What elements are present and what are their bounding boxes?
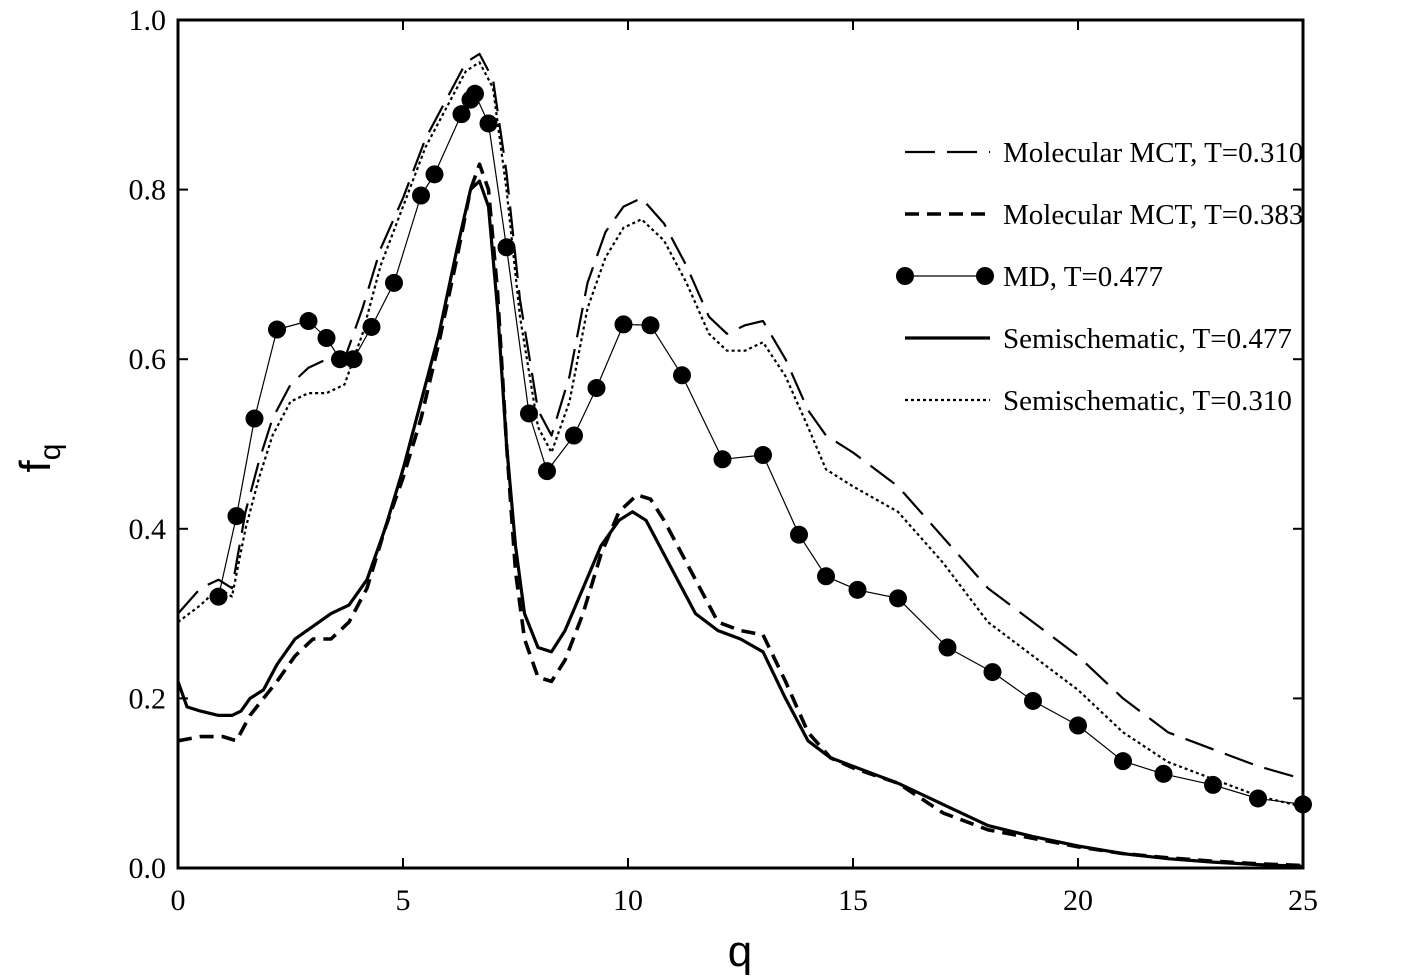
y-tick-label: 0.0 [129, 852, 167, 885]
md-data-point [889, 589, 907, 608]
series-layer [176, 52, 1312, 868]
y-tick-label: 0.6 [129, 343, 167, 376]
legend-label-5: Semischematic, T=0.310 [1003, 385, 1292, 417]
md-data-point [848, 580, 867, 599]
x-tick-label: 20 [1063, 884, 1093, 917]
legend: Molecular MCT, T=0.310 Molecular MCT, T=0… [896, 137, 1303, 417]
md-data-point [1114, 752, 1132, 771]
md-data-point [425, 165, 444, 184]
md-data-point [245, 409, 264, 428]
md-data-point [385, 273, 403, 292]
x-tick-label: 10 [613, 884, 643, 917]
md-data-point [614, 315, 633, 334]
md-data-point [268, 320, 286, 339]
x-tick-label: 5 [396, 884, 411, 917]
md-data-point [209, 587, 228, 606]
y-axis-label-subscript: q [34, 444, 67, 461]
md-data-point [790, 525, 808, 544]
md-data-point [466, 84, 484, 103]
y-tick-labels: 0.0 0.2 0.4 0.6 0.8 1.0 [129, 4, 167, 885]
x-tick-label: 0 [171, 884, 186, 917]
md-data-point [331, 350, 349, 369]
md-data-point [344, 350, 363, 369]
tick-marks [177, 19, 1304, 869]
legend-label-2: Molecular MCT, T=0.383 [1003, 199, 1303, 231]
y-tick-label: 0.2 [129, 682, 167, 715]
legend-label-4: Semischematic, T=0.477 [1003, 323, 1292, 355]
md-data-point [817, 567, 835, 586]
md-data-point [452, 105, 471, 124]
x-tick-labels: 0 5 10 15 20 25 [171, 884, 1319, 917]
plot-frame [176, 18, 1305, 870]
md-data-point [673, 366, 691, 385]
md-data-point [754, 446, 772, 465]
md-data-point [1294, 795, 1312, 814]
md-data-point [317, 329, 336, 347]
md-data-point [479, 114, 498, 133]
x-tick-label: 25 [1288, 884, 1318, 917]
legend-marker [976, 267, 994, 285]
series-line-1 [177, 52, 1304, 781]
x-tick-label: 15 [838, 884, 868, 917]
x-axis-label: q [728, 927, 752, 976]
series-line-4 [176, 179, 1304, 868]
md-data-point [1069, 716, 1087, 735]
md-data-point [227, 507, 246, 526]
legend-label-1: Molecular MCT, T=0.310 [1003, 137, 1303, 169]
md-data-point [983, 663, 1002, 682]
md-data-point [412, 186, 430, 205]
md-data-point [1154, 764, 1173, 783]
md-data-point [520, 404, 538, 423]
md-data-point [497, 238, 516, 257]
y-axis-label-main: f [11, 459, 60, 472]
y-tick-label: 0.4 [129, 513, 167, 546]
md-data-point [299, 312, 318, 331]
md-data-point [1204, 775, 1222, 794]
md-data-point [362, 317, 381, 336]
md-data-point [538, 462, 556, 481]
md-data-point [565, 426, 583, 445]
legend-label-3: MD, T=0.477 [1003, 261, 1163, 293]
md-data-point [641, 316, 660, 335]
series-line-5 [177, 61, 1304, 808]
md-data-point [587, 379, 606, 398]
md-data-point [713, 450, 732, 469]
md-data-point [938, 638, 957, 657]
legend-marker [896, 267, 914, 285]
y-axis-label: fq [11, 444, 67, 473]
y-tick-label: 0.8 [129, 174, 167, 207]
y-tick-label: 1.0 [129, 4, 167, 37]
md-data-point [1024, 691, 1042, 710]
